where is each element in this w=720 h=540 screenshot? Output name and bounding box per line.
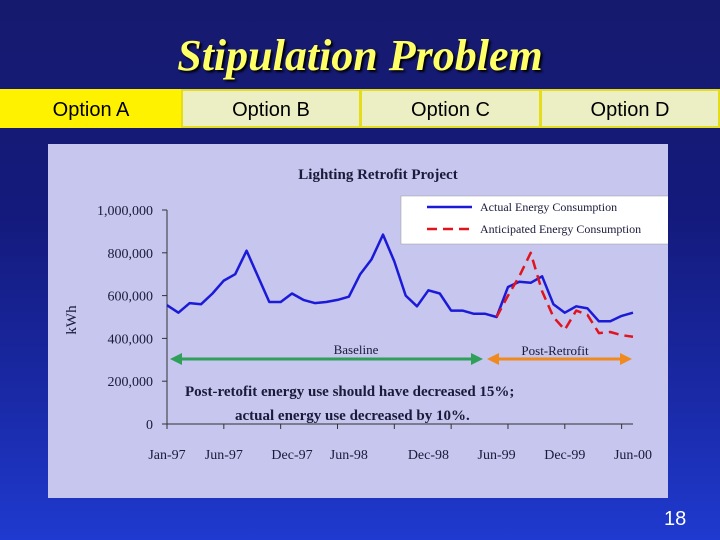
x-tick-label: Dec-97	[271, 448, 312, 463]
x-tick-label: Dec-98	[408, 448, 449, 463]
x-tick-label: Jan-97	[148, 448, 185, 463]
legend-box	[400, 195, 690, 245]
y-axis-label: kWh	[64, 305, 80, 335]
baseline-label: Baseline	[334, 342, 379, 357]
x-tick-label: Jun-98	[330, 448, 368, 463]
y-tick-label: 1,000,000	[97, 204, 153, 219]
baseline-arrow-head-right	[471, 353, 483, 365]
post-retrofit-arrow	[487, 353, 632, 365]
x-tick-label: Jun-97	[205, 448, 243, 463]
period-arrows	[170, 353, 632, 365]
x-tick-labels: Jan-97 Jun-97 Dec-97 Jun-98 Dec-98 Jun-99 Dec-…	[148, 448, 652, 463]
tab-option-b[interactable]: Option B	[181, 89, 361, 128]
x-tick-label: Jun-99	[478, 448, 516, 463]
post-retrofit-arrow-head-left	[487, 353, 499, 365]
y-tick-labels: 0 200,000 400,000 600,000 800,000 1,000,000	[97, 204, 153, 433]
tab-option-c[interactable]: Option C	[360, 89, 541, 128]
note-line-1: Post-retofit energy use should have decr…	[185, 384, 514, 400]
chart-legend: Actual Energy Consumption Anticipated En…	[400, 195, 690, 245]
series-layer	[166, 233, 634, 338]
chart-panel: Lighting Retrofit Project kWh 0 200,000 40…	[48, 144, 690, 498]
note-line-2: actual energy use decreased by 10%.	[235, 408, 470, 424]
energy-chart: Lighting Retrofit Project kWh 0 200,000 40…	[64, 167, 690, 463]
baseline-arrow	[170, 353, 483, 365]
post-retrofit-label: Post-Retrofit	[521, 343, 589, 358]
chart-axes	[162, 209, 633, 429]
baseline-arrow-head-left	[170, 353, 182, 365]
x-tick-label: Dec-99	[544, 448, 585, 463]
y-tick-label: 800,000	[108, 247, 154, 262]
x-tick-label: Jun-00	[614, 448, 652, 463]
post-retrofit-arrow-head-right	[620, 353, 632, 365]
page-number: 18	[664, 508, 687, 530]
y-tick-label: 200,000	[108, 375, 154, 390]
y-tick-label: 400,000	[108, 332, 154, 347]
y-tick-label: 0	[146, 418, 153, 433]
actual-consumption-line	[166, 233, 634, 323]
legend-anticipated-label: Anticipated Energy Consumption	[480, 222, 641, 236]
option-tabs: Option A Option B Option C Option D	[0, 89, 720, 130]
y-tick-label: 600,000	[108, 290, 154, 305]
slide-title: Stipulation Problem	[177, 31, 543, 80]
tab-option-a[interactable]: Option A	[0, 89, 182, 128]
legend-actual-label: Actual Energy Consumption	[480, 200, 617, 214]
tab-option-d[interactable]: Option D	[540, 89, 720, 128]
chart-title: Lighting Retrofit Project	[298, 167, 457, 183]
anticipated-consumption-line	[495, 251, 634, 338]
